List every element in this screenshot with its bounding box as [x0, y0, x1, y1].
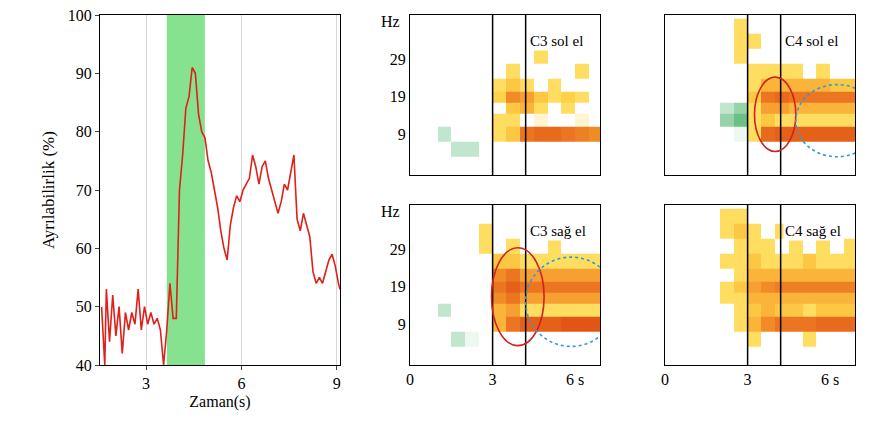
- svg-text:3: 3: [142, 375, 150, 392]
- svg-text:3: 3: [744, 371, 752, 388]
- svg-text:6: 6: [237, 375, 245, 392]
- svg-text:80: 80: [76, 123, 92, 140]
- svg-text:19: 19: [390, 88, 406, 105]
- svg-text:Hz: Hz: [381, 13, 400, 30]
- svg-text:100: 100: [68, 7, 92, 24]
- svg-text:C4 sağ el: C4 sağ el: [785, 223, 841, 239]
- svg-text:6 s: 6 s: [821, 371, 839, 388]
- svg-text:29: 29: [390, 51, 406, 68]
- svg-text:50: 50: [76, 298, 92, 315]
- svg-text:9: 9: [333, 375, 341, 392]
- svg-text:60: 60: [76, 240, 92, 257]
- svg-text:19: 19: [390, 278, 406, 295]
- svg-text:90: 90: [76, 65, 92, 82]
- svg-text:Hz: Hz: [381, 203, 400, 220]
- svg-text:9: 9: [398, 316, 406, 333]
- svg-text:6 s: 6 s: [566, 371, 584, 388]
- svg-text:29: 29: [390, 241, 406, 258]
- svg-text:40: 40: [76, 357, 92, 374]
- svg-text:70: 70: [76, 182, 92, 199]
- svg-text:C3 sağ el: C3 sağ el: [530, 223, 586, 239]
- svg-text:9: 9: [398, 126, 406, 143]
- svg-text:C3 sol el: C3 sol el: [530, 33, 583, 49]
- svg-text:0: 0: [406, 371, 414, 388]
- svg-text:C4 sol el: C4 sol el: [785, 33, 838, 49]
- svg-text:Zaman(s): Zaman(s): [189, 393, 250, 411]
- svg-text:Ayrılabilirlik (%): Ayrılabilirlik (%): [39, 131, 58, 249]
- svg-text:0: 0: [661, 371, 669, 388]
- svg-text:3: 3: [489, 371, 497, 388]
